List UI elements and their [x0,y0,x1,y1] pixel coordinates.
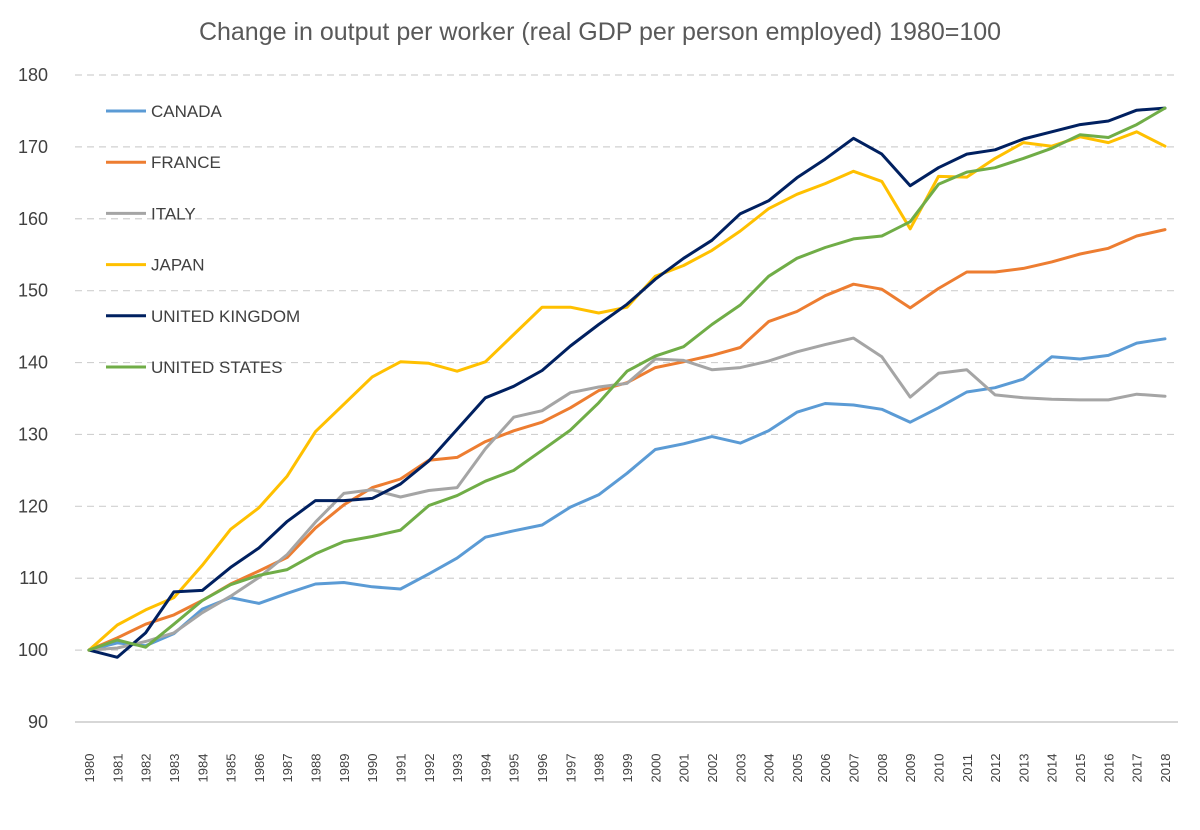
x-tick-label: 1999 [620,754,635,783]
x-tick-label: 2010 [931,754,946,783]
x-tick-label: 1994 [478,754,493,783]
x-tick-label: 2015 [1073,754,1088,783]
legend-label: JAPAN [151,256,205,275]
x-tick-label: 2012 [988,754,1003,783]
x-tick-label: 1982 [139,754,154,783]
x-tick-label: 1998 [592,754,607,783]
y-tick-label: 100 [18,640,48,660]
series-line-france [87,228,1167,652]
series-line-united-kingdom [87,106,1167,659]
series-line-japan [87,130,1167,652]
x-tick-label: 1986 [252,754,267,783]
x-tick-label: 1983 [167,754,182,783]
y-tick-label: 110 [19,568,48,588]
x-tick-label: 1989 [337,754,352,783]
x-axis: 1980 1981 1982 1983 1984 1985 1986 1987 1988 1989… [75,721,1178,783]
x-tick-label: 2000 [648,754,663,783]
x-tick-label: 1997 [563,754,578,783]
x-tick-label: 2016 [1101,754,1116,783]
y-tick-label: 160 [18,209,48,229]
legend-label: CANADA [151,102,223,121]
x-tick-label: 2005 [790,754,805,783]
x-tick-label: 2004 [762,754,777,783]
x-tick-label: 1985 [224,754,239,783]
x-tick-label: 2001 [677,754,692,783]
x-tick-label: 1990 [365,754,380,783]
x-tick-label: 1981 [110,754,125,783]
x-tick-label: 1995 [507,754,522,783]
series-lines [87,106,1167,659]
y-tick-label: 90 [28,712,48,732]
legend-label: ITALY [151,204,196,223]
x-tick-label: 1991 [393,754,408,783]
x-tick-label: 2017 [1130,754,1145,783]
y-axis: 90 100 110 120 130 140 150 160 170 180 [18,65,48,732]
x-tick-label: 2014 [1045,754,1060,783]
x-tick-label: 1984 [195,754,210,783]
x-tick-label: 2011 [960,754,975,782]
series-line-united-states [87,106,1167,652]
x-tick-label: 1996 [535,754,550,783]
x-tick-label: 1987 [280,754,295,783]
x-tick-label: 2018 [1158,754,1173,783]
x-tick-label: 1992 [422,754,437,783]
y-tick-label: 170 [18,137,48,157]
x-tick-label: 2008 [875,754,890,783]
x-tick-label: 2007 [847,754,862,783]
legend-label: FRANCE [151,153,221,172]
x-tick-label: 2003 [733,754,748,783]
legend-label: UNITED STATES [151,358,283,377]
chart-title: Change in output per worker (real GDP pe… [199,18,1001,46]
x-tick-label: 1988 [309,754,324,783]
series-line-italy [87,336,1167,652]
y-tick-label: 150 [18,281,48,301]
y-tick-label: 180 [18,65,48,85]
x-tick-label: 2013 [1016,754,1031,783]
x-tick-label: 1993 [450,754,465,783]
legend: CANADA FRANCE ITALY JAPAN UNITED KINGDOM UNIT… [106,102,300,377]
y-tick-label: 140 [18,353,48,373]
y-tick-label: 130 [18,424,48,444]
x-tick-label: 2009 [903,754,918,783]
x-tick-label: 2002 [705,754,720,783]
series-line-canada [87,337,1167,652]
y-tick-label: 120 [18,496,48,516]
x-tick-label: 1980 [82,754,97,783]
legend-label: UNITED KINGDOM [151,307,300,326]
x-tick-label: 2006 [818,754,833,783]
